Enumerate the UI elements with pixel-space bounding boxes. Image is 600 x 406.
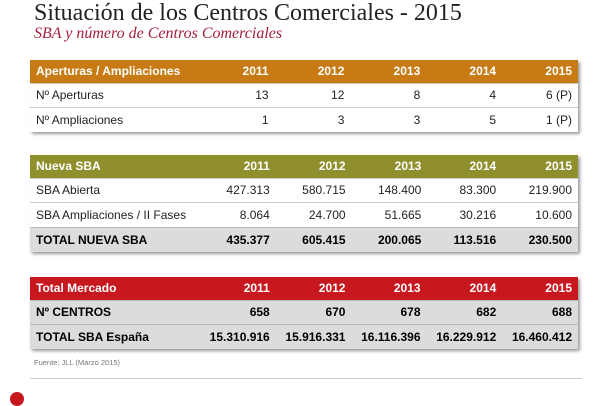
page-subtitle: SBA y número de Centros Comerciales [34,25,283,42]
cell: 10.600 [502,202,578,227]
cell: 148.400 [351,177,428,203]
cell: 4 [426,82,503,108]
header-cell: 2013 [351,277,427,300]
table-header: Aperturas / Ampliaciones 2011 2012 2013 2014… [30,60,578,83]
cell: 605.415 [275,226,352,252]
cell: 200.065 [351,226,428,252]
cell: 83.300 [427,177,503,203]
page-title: Situación de los Centros Comerciales - 2… [34,0,462,26]
header-cell: 2011 [200,277,276,300]
cell: 12 [274,82,351,108]
cell: 580.715 [275,177,352,203]
table-row: SBA Ampliaciones / II Fases 8.064 24.700 51… [30,202,578,227]
header-cell: 2011 [200,60,275,83]
row-label: TOTAL NUEVA SBA [30,226,200,252]
cell: 16.229.912 [426,324,503,349]
row-label: TOTAL SBA España [30,324,200,349]
header-cell: Aperturas / Ampliaciones [30,60,200,83]
cell: 435.377 [200,226,276,252]
cell: 8 [350,82,427,108]
cell: 51.665 [351,202,428,227]
cell: 6 (P) [502,82,578,108]
cell: 8.064 [200,202,276,227]
aperturas-table: Aperturas / Ampliaciones 2011 2012 2013 2014… [30,60,578,132]
cell: 219.900 [502,177,578,203]
cell: 16.116.396 [351,324,427,349]
table-header: Total Mercado 2011 2012 2013 2014 2015 [30,277,578,300]
logo-icon [10,392,24,406]
table-row: SBA Abierta 427.313 580.715 148.400 83.300 21… [30,177,578,203]
cell: 682 [426,299,503,325]
divider [30,378,582,379]
cell: 427.313 [200,177,276,203]
total-row: TOTAL NUEVA SBA 435.377 605.415 200.065 113.… [30,226,578,252]
cell: 16.460.412 [502,324,578,349]
cell: 24.700 [275,202,352,227]
cell: 678 [351,299,427,325]
header-cell: 2014 [426,60,503,83]
cell: 688 [502,299,578,325]
cell: 113.516 [427,226,503,252]
row-label: Nº Ampliaciones [30,107,200,132]
row-label: Nº Aperturas [30,82,200,108]
header-cell: 2015 [502,60,578,83]
header-cell: 2013 [350,60,427,83]
header-cell: 2012 [275,277,352,300]
table-row: TOTAL SBA España 15.310.916 15.916.331 16.1… [30,324,578,349]
header-cell: 2014 [426,277,503,300]
cell: 3 [350,107,427,132]
header-cell: 2015 [502,155,578,178]
header-cell: 2012 [274,60,351,83]
table-row: Nº Ampliaciones 1 3 3 5 1 (P) [30,107,578,132]
nueva-sba-table: Nueva SBA 2011 2012 2013 2014 2015 SBA Abiert… [30,155,578,252]
cell: 1 (P) [502,107,578,132]
row-label: SBA Abierta [30,177,200,203]
cell: 3 [274,107,351,132]
cell: 15.310.916 [200,324,276,349]
row-label: Nº CENTROS [30,299,200,325]
cell: 1 [200,107,275,132]
table-row: Nº Aperturas 13 12 8 4 6 (P) [30,82,578,108]
header-cell: 2013 [351,155,428,178]
cell: 658 [200,299,276,325]
header-cell: 2015 [502,277,578,300]
header-cell: 2014 [427,155,503,178]
table-header: Nueva SBA 2011 2012 2013 2014 2015 [30,155,578,178]
table-row: Nº CENTROS 658 670 678 682 688 [30,299,578,325]
header-cell: 2011 [200,155,276,178]
cell: 30.216 [427,202,503,227]
cell: 5 [426,107,503,132]
total-mercado-table: Total Mercado 2011 2012 2013 2014 2015 Nº CEN… [30,277,578,349]
row-label: SBA Ampliaciones / II Fases [30,202,200,227]
header-cell: Nueva SBA [30,155,200,178]
header-cell: 2012 [275,155,352,178]
cell: 230.500 [502,226,578,252]
cell: 670 [275,299,352,325]
cell: 15.916.331 [275,324,352,349]
cell: 13 [200,82,275,108]
header-cell: Total Mercado [30,277,200,300]
source-note: Fuente: JLL (Marzo 2015) [34,358,121,367]
